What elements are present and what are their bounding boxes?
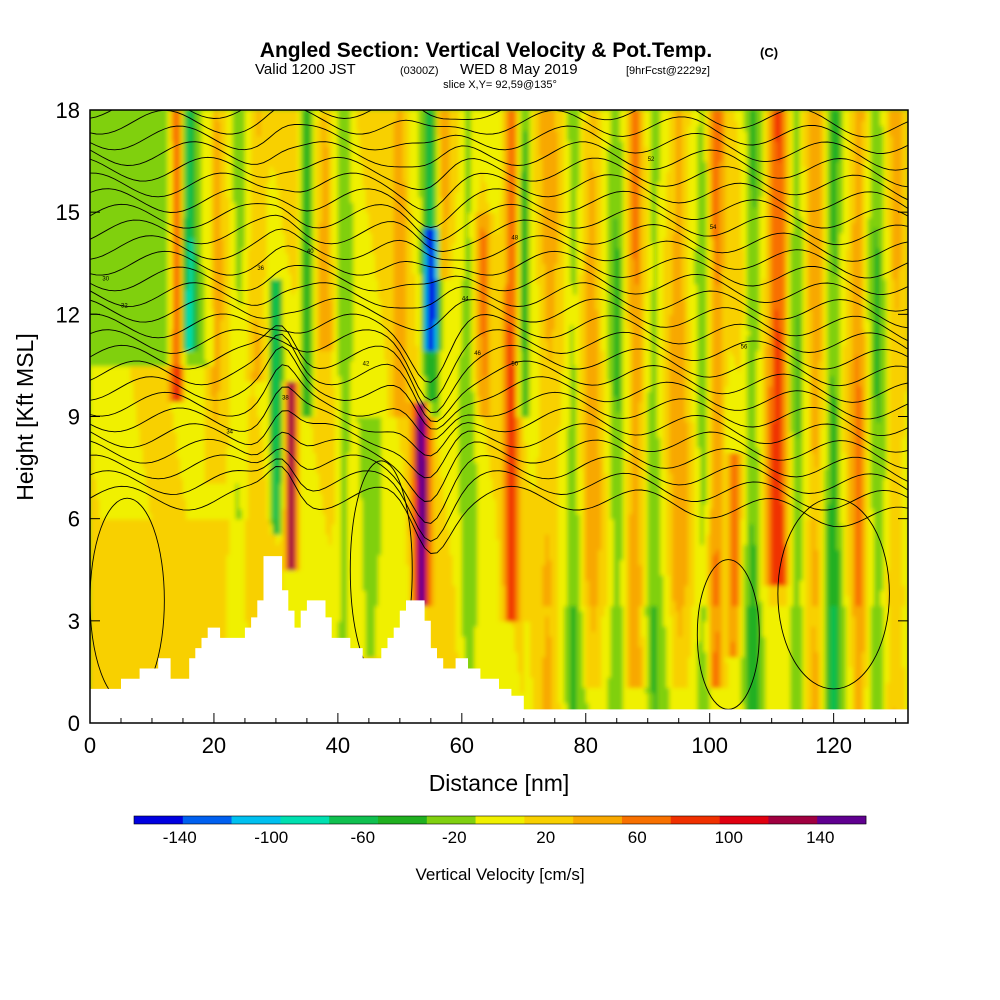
subtitle-utc: (0300Z) bbox=[400, 65, 439, 77]
subtitle-date: WED 8 May 2019 bbox=[460, 61, 578, 78]
subtitle-valid: Valid 1200 JST bbox=[255, 61, 356, 78]
title-unit: (C) bbox=[760, 45, 778, 60]
chart-title: Angled Section: Vertical Velocity & Pot.… bbox=[260, 39, 712, 62]
subtitle-fcst: [9hrFcst@2229z] bbox=[626, 65, 710, 77]
slice-info: slice X,Y= 92,59@135° bbox=[443, 79, 557, 91]
